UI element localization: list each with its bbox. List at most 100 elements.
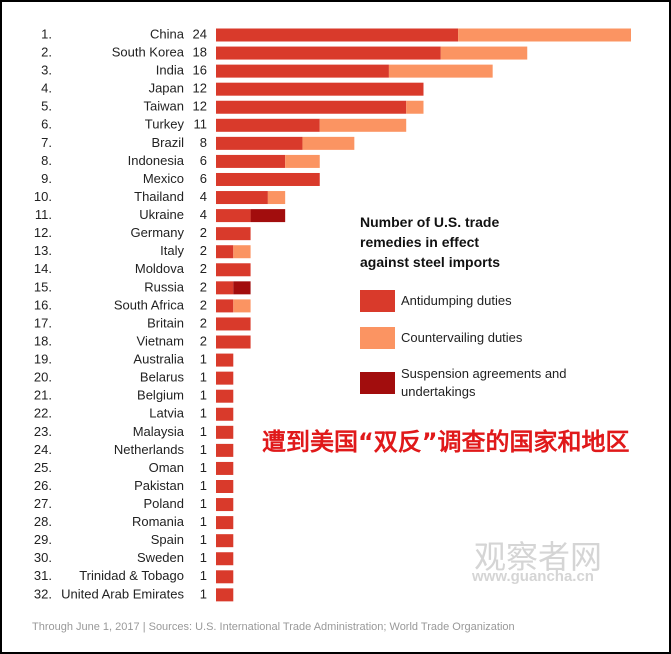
category-label: Brazil — [151, 135, 184, 150]
rank: 2. — [41, 44, 52, 59]
rank: 4. — [41, 81, 52, 96]
category-label: United Arab Emirates — [61, 586, 184, 601]
category-label: Pakistan — [134, 478, 184, 493]
total-label: 16 — [193, 63, 207, 78]
rank: 19. — [34, 352, 52, 367]
rank: 23. — [34, 424, 52, 439]
category-label: Romania — [132, 514, 185, 529]
rank: 7. — [41, 135, 52, 150]
category-label: Sweden — [137, 550, 184, 565]
total-label: 12 — [193, 99, 207, 114]
total-label: 1 — [200, 442, 207, 457]
bar-segment — [216, 172, 320, 186]
category-label: Thailand — [134, 189, 184, 204]
category-label: South Africa — [114, 297, 185, 312]
category-label: Italy — [160, 243, 184, 258]
bar-segment — [267, 191, 286, 205]
bar-segment — [233, 281, 251, 295]
legend-swatch — [360, 290, 395, 312]
category-label: Britain — [147, 315, 184, 330]
rank: 27. — [34, 496, 52, 511]
total-label: 6 — [200, 171, 207, 186]
bar-segment — [216, 552, 234, 566]
total-label: 1 — [200, 514, 207, 529]
rank: 29. — [34, 532, 52, 547]
legend-swatch — [360, 372, 395, 394]
total-label: 1 — [200, 352, 207, 367]
rank: 25. — [34, 460, 52, 475]
bar-segment — [216, 28, 459, 42]
rank: 17. — [34, 315, 52, 330]
bar-segment — [458, 28, 631, 42]
bar-segment — [216, 209, 251, 223]
bar-segment — [216, 516, 234, 530]
rank: 9. — [41, 171, 52, 186]
bar-segment — [233, 245, 251, 259]
category-label: Germany — [131, 225, 185, 240]
bar-segment — [216, 317, 251, 331]
category-label: South Korea — [112, 44, 185, 59]
rank: 32. — [34, 586, 52, 601]
bar-segment — [216, 46, 441, 60]
annotation: 遭到美国“双反”调查的国家和地区 — [262, 428, 630, 456]
bar-segment — [216, 389, 234, 403]
bar-segment — [216, 335, 251, 349]
total-label: 6 — [200, 153, 207, 168]
rank: 30. — [34, 550, 52, 565]
bar-segment — [440, 46, 528, 60]
category-label: Poland — [144, 496, 184, 511]
bar-segment — [216, 100, 407, 114]
bar-segment — [216, 353, 234, 367]
bar-segment — [216, 534, 234, 548]
category-label: Malaysia — [133, 424, 185, 439]
category-label: Netherlands — [114, 442, 185, 457]
bar-segment — [216, 227, 251, 241]
bar-segment — [216, 245, 234, 259]
bar-segment — [216, 191, 268, 205]
total-label: 8 — [200, 135, 207, 150]
category-label: Vietnam — [137, 333, 184, 348]
category-label: Australia — [133, 352, 184, 367]
total-label: 18 — [193, 44, 207, 59]
bar-segment — [216, 588, 234, 602]
category-label: Belarus — [140, 370, 185, 385]
total-label: 1 — [200, 388, 207, 403]
bar-segment — [216, 299, 234, 313]
category-label: Turkey — [145, 117, 185, 132]
total-label: 1 — [200, 460, 207, 475]
total-label: 24 — [193, 26, 207, 41]
bar-segment — [250, 209, 286, 223]
bar-segment — [216, 371, 234, 385]
rank: 6. — [41, 117, 52, 132]
category-label: Mexico — [143, 171, 184, 186]
category-label: Indonesia — [128, 153, 185, 168]
total-label: 2 — [200, 333, 207, 348]
rank: 31. — [34, 568, 52, 583]
bar-segment — [233, 299, 251, 313]
category-label: Japan — [149, 81, 184, 96]
category-label: Taiwan — [144, 99, 184, 114]
category-label: Belgium — [137, 388, 184, 403]
rank: 28. — [34, 514, 52, 529]
bar-segment — [285, 154, 320, 168]
total-label: 2 — [200, 297, 207, 312]
rank: 5. — [41, 99, 52, 114]
bar-segment — [216, 64, 389, 78]
bar-segment — [216, 443, 234, 457]
bar-segment — [302, 136, 355, 150]
rank: 18. — [34, 333, 52, 348]
rank: 21. — [34, 388, 52, 403]
legend-label: Countervailing duties — [401, 330, 523, 345]
rank: 14. — [34, 261, 52, 276]
category-label: Trinidad & Tobago — [79, 568, 184, 583]
total-label: 4 — [200, 189, 207, 204]
bar-segment — [216, 263, 251, 277]
bar-segment — [388, 64, 493, 78]
bar-segment — [406, 100, 424, 114]
rank: 12. — [34, 225, 52, 240]
rank: 11. — [35, 207, 52, 222]
total-label: 2 — [200, 279, 207, 294]
watermark: 观察者网 — [474, 538, 603, 576]
